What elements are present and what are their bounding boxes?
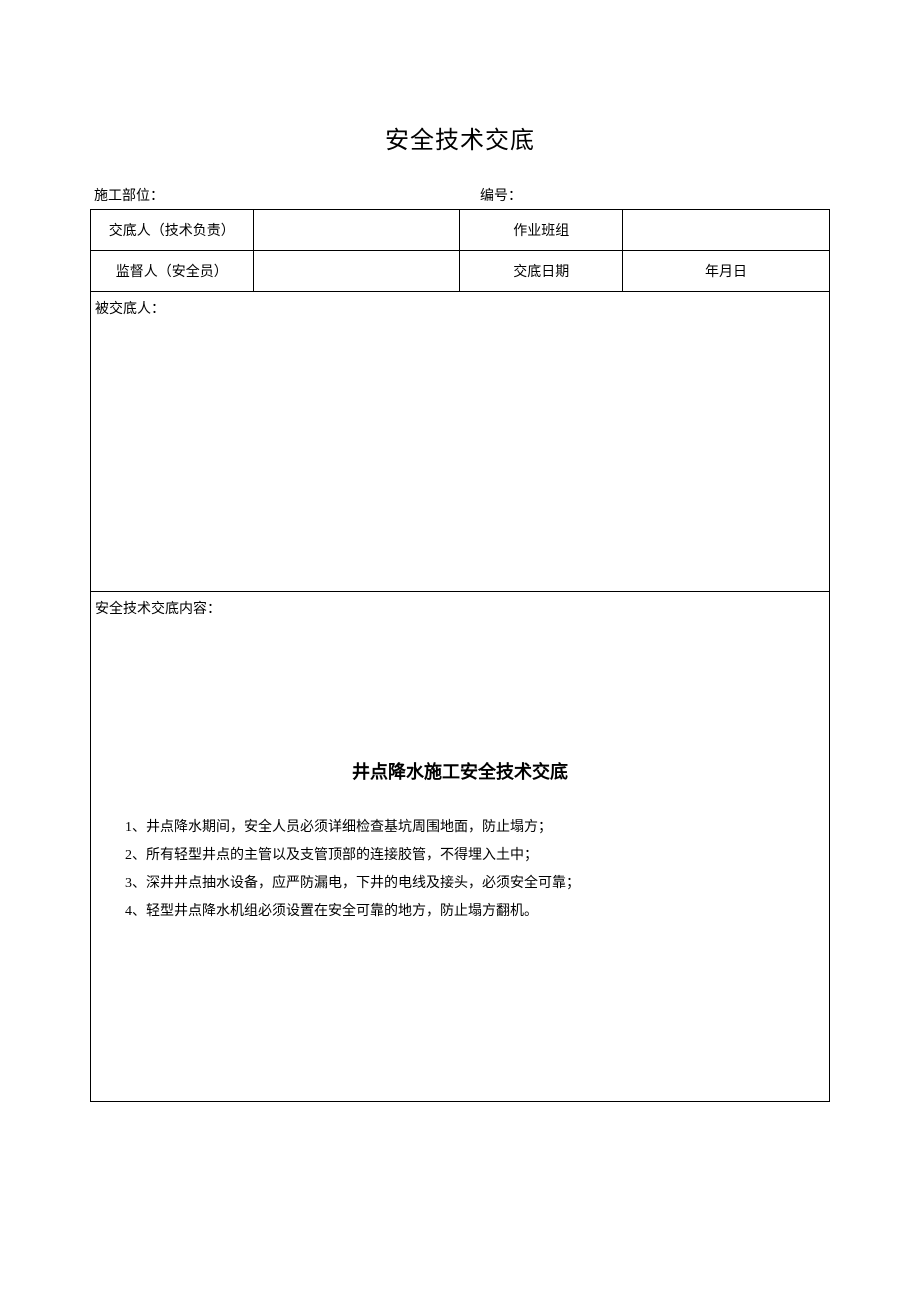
list-item: 2、所有轻型井点的主管以及支管顶部的连接胶管，不得埋入土中； bbox=[125, 842, 805, 870]
header-row: 施工部位： 编号： bbox=[90, 185, 830, 205]
presenter-value bbox=[253, 210, 460, 251]
content-cell: 安全技术交底内容： 井点降水施工安全技术交底 1、井点降水期间，安全人员必须详细… bbox=[91, 592, 830, 1102]
main-table: 交底人（技术负责） 作业班组 监督人（安全员） 交底日期 年月日 被交底人： 安… bbox=[90, 209, 830, 1102]
table-row: 交底人（技术负责） 作业班组 bbox=[91, 210, 830, 251]
team-label: 作业班组 bbox=[460, 210, 623, 251]
date-label: 交底日期 bbox=[460, 251, 623, 292]
content-list: 1、井点降水期间，安全人员必须详细检查基坑周围地面，防止塌方； 2、所有轻型井点… bbox=[95, 814, 825, 926]
recipient-cell: 被交底人： bbox=[91, 292, 830, 592]
recipient-label: 被交底人： bbox=[95, 298, 825, 318]
inner-content-title: 井点降水施工安全技术交底 bbox=[95, 758, 825, 784]
content-label: 安全技术交底内容： bbox=[95, 598, 825, 618]
list-item: 3、深井井点抽水设备，应严防漏电，下井的电线及接头，必须安全可靠； bbox=[125, 870, 805, 898]
supervisor-value bbox=[253, 251, 460, 292]
table-row: 监督人（安全员） 交底日期 年月日 bbox=[91, 251, 830, 292]
number-label: 编号： bbox=[440, 185, 826, 205]
list-item: 1、井点降水期间，安全人员必须详细检查基坑周围地面，防止塌方； bbox=[125, 814, 805, 842]
document-title: 安全技术交底 bbox=[90, 120, 830, 155]
supervisor-label: 监督人（安全员） bbox=[91, 251, 254, 292]
recipient-row: 被交底人： bbox=[91, 292, 830, 592]
construction-part-label: 施工部位： bbox=[94, 185, 440, 205]
presenter-label: 交底人（技术负责） bbox=[91, 210, 254, 251]
team-value bbox=[623, 210, 830, 251]
date-value: 年月日 bbox=[623, 251, 830, 292]
content-row: 安全技术交底内容： 井点降水施工安全技术交底 1、井点降水期间，安全人员必须详细… bbox=[91, 592, 830, 1102]
list-item: 4、轻型井点降水机组必须设置在安全可靠的地方，防止塌方翻机。 bbox=[125, 898, 805, 926]
